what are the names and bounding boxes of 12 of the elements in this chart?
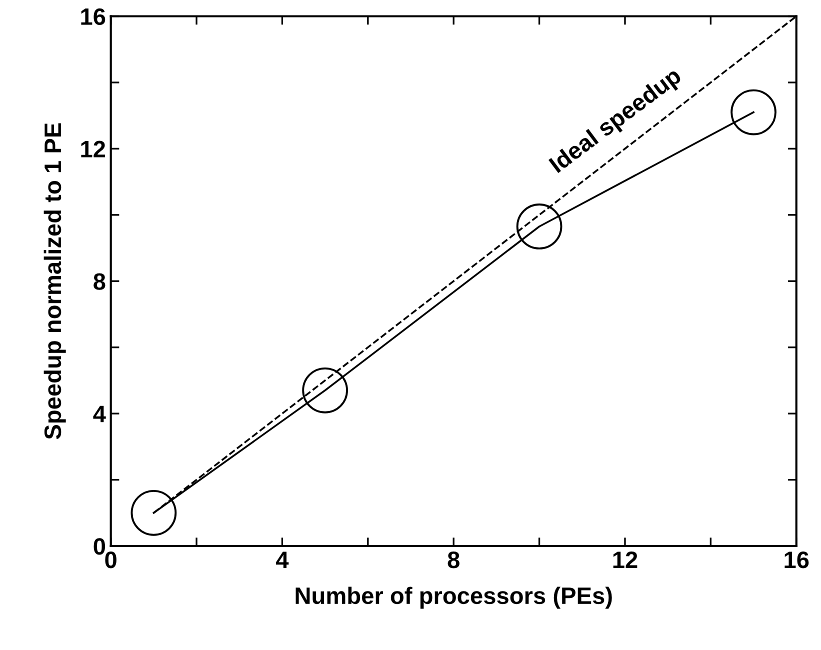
y-tick-label: 8	[94, 273, 106, 290]
y-tick-label: 12	[81, 140, 106, 158]
y-axis-title: Speedup normalized to 1 PE	[44, 123, 66, 440]
x-tick-label: 12	[613, 551, 638, 568]
x-axis-title: Number of processors (PEs)	[296, 586, 612, 609]
x-tick-label: 0	[105, 551, 116, 568]
x-tick-label: 8	[448, 551, 460, 568]
y-tick-label: 4	[93, 406, 106, 422]
x-tick-label: 16	[784, 551, 809, 568]
x-tick-label: 4	[276, 552, 289, 568]
y-tick-label: 16	[81, 8, 106, 26]
y-tick-label: 0	[94, 538, 106, 555]
